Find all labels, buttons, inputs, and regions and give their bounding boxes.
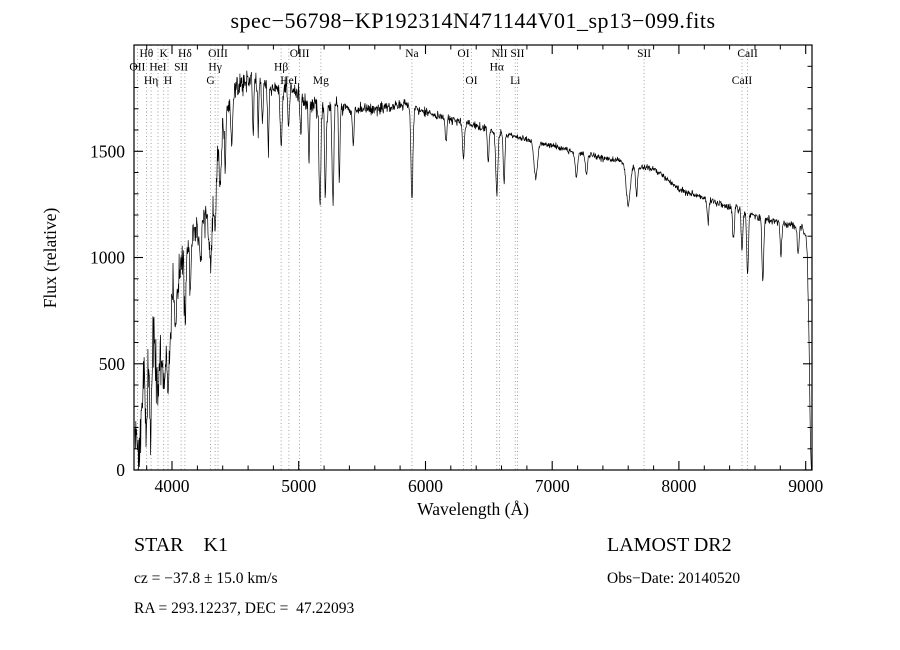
object-classification: STAR K1 [134, 534, 228, 556]
plot-title: spec−56798−KP192314N471144V01_sp13−099.f… [230, 8, 716, 33]
x-axis-label: Wavelength (Å) [417, 499, 529, 519]
spectral-line-label: Hβ [274, 62, 288, 74]
x-tick-label: 8000 [661, 476, 696, 496]
spectral-line-label: H [164, 75, 172, 87]
x-tick-label: 7000 [535, 476, 570, 496]
spectral-line-label: OIII [290, 48, 310, 60]
plot-frame [133, 44, 813, 471]
spectral-line-label: HeI [149, 62, 166, 74]
spectral-line-label: SII [174, 62, 188, 74]
survey-release: LAMOST DR2 [607, 534, 732, 556]
spectral-line-label: HeI [280, 75, 297, 87]
y-tick-label: 1000 [90, 248, 125, 268]
spectral-line-label: Hη [144, 75, 158, 87]
spectral-line-label: OII [129, 62, 145, 74]
spectral-line-label: Hθ [139, 48, 153, 60]
spectral-line-label: SII [637, 48, 651, 60]
y-tick-label: 500 [99, 354, 126, 374]
spectral-line-label: CaII [732, 75, 753, 87]
spectral-line-label: Na [405, 48, 418, 60]
spectral-line-label: G [206, 75, 214, 87]
spectral-line-label: Mg [313, 75, 329, 87]
y-axis-label: Flux (relative) [40, 208, 60, 309]
x-tick-label: 5000 [281, 476, 316, 496]
x-tick-label: 6000 [408, 476, 443, 496]
spectral-line-label: Hδ [178, 48, 192, 60]
spectral-line-label: CaII [737, 48, 758, 60]
y-tick-label: 1500 [90, 141, 125, 161]
spectral-line-label: Hγ [208, 62, 221, 74]
spectral-line-label: K [160, 48, 169, 60]
spectral-line-label: Li [510, 75, 520, 87]
spectral-line-label: Hα [490, 62, 504, 74]
spectral-line-label: NII [492, 48, 508, 60]
spectral-line-label: OIII [208, 48, 228, 60]
x-tick-label: 9000 [788, 476, 823, 496]
spectral-line-label: SII [510, 48, 524, 60]
spectral-line-label: OI [457, 48, 469, 60]
observation-date: Obs−Date: 20140520 [607, 570, 741, 587]
y-tick-label: 0 [116, 460, 125, 480]
spectrum-trace [134, 70, 812, 470]
x-tick-label: 4000 [155, 476, 190, 496]
coordinates: RA = 293.12237, DEC = 47.22093 [134, 600, 355, 617]
radial-velocity: cz = −37.8 ± 15.0 km/s [134, 570, 278, 587]
spectral-line-label: OI [465, 75, 477, 87]
